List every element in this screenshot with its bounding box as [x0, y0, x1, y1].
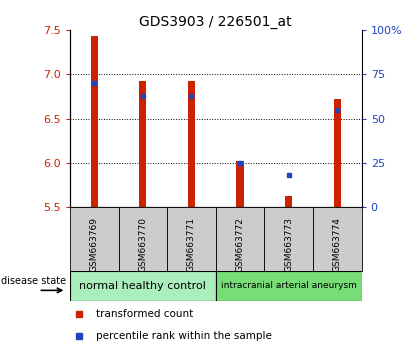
FancyBboxPatch shape: [216, 271, 362, 301]
Text: disease state: disease state: [1, 276, 67, 286]
Bar: [334, 99, 341, 207]
Bar: [236, 161, 244, 207]
Text: GSM663773: GSM663773: [284, 217, 293, 272]
FancyBboxPatch shape: [313, 207, 362, 271]
FancyBboxPatch shape: [70, 207, 118, 271]
Text: percentile rank within the sample: percentile rank within the sample: [96, 331, 272, 341]
Bar: [188, 81, 195, 207]
Text: intracranial arterial aneurysm: intracranial arterial aneurysm: [221, 281, 357, 290]
Text: GSM663771: GSM663771: [187, 217, 196, 272]
FancyBboxPatch shape: [167, 207, 216, 271]
Text: GSM663770: GSM663770: [139, 217, 147, 272]
Text: GSM663772: GSM663772: [236, 217, 245, 272]
FancyBboxPatch shape: [216, 207, 264, 271]
Text: GSM663774: GSM663774: [333, 217, 342, 272]
Text: GSM663769: GSM663769: [90, 217, 99, 272]
Title: GDS3903 / 226501_at: GDS3903 / 226501_at: [139, 15, 292, 29]
FancyBboxPatch shape: [264, 207, 313, 271]
Text: normal healthy control: normal healthy control: [79, 281, 206, 291]
Text: transformed count: transformed count: [96, 309, 194, 319]
FancyBboxPatch shape: [118, 207, 167, 271]
FancyBboxPatch shape: [70, 271, 216, 301]
Bar: [139, 81, 146, 207]
Bar: [90, 36, 98, 207]
Bar: [285, 196, 292, 207]
